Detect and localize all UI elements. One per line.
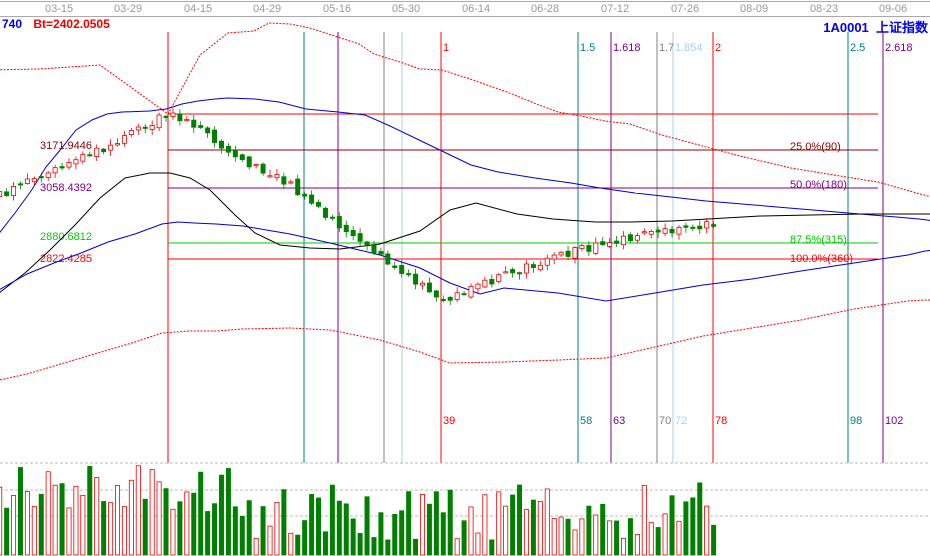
svg-text:87.5%(315): 87.5%(315) — [790, 234, 847, 246]
svg-text:3171.9446: 3171.9446 — [40, 140, 92, 152]
svg-text:3058.4392: 3058.4392 — [40, 182, 92, 194]
svg-text:1.618: 1.618 — [613, 42, 641, 54]
svg-text:1.5: 1.5 — [580, 42, 595, 54]
svg-text:50.0%(180): 50.0%(180) — [790, 179, 847, 191]
svg-text:72: 72 — [675, 415, 687, 427]
svg-text:63: 63 — [613, 415, 625, 427]
svg-text:1.854: 1.854 — [675, 42, 703, 54]
svg-text:1: 1 — [443, 42, 449, 54]
svg-text:100.0%(360): 100.0%(360) — [790, 253, 853, 265]
svg-text:2.618: 2.618 — [885, 42, 913, 54]
svg-text:2: 2 — [715, 42, 721, 54]
svg-text:1.7: 1.7 — [659, 42, 674, 54]
svg-text:2.5: 2.5 — [850, 42, 865, 54]
svg-text:98: 98 — [850, 415, 862, 427]
svg-text:39: 39 — [443, 415, 455, 427]
svg-text:70: 70 — [659, 415, 671, 427]
svg-text:78: 78 — [715, 415, 727, 427]
svg-text:58: 58 — [580, 415, 592, 427]
svg-text:2880.6812: 2880.6812 — [40, 231, 92, 243]
svg-text:25.0%(90): 25.0%(90) — [790, 141, 841, 153]
svg-text:102: 102 — [885, 415, 903, 427]
